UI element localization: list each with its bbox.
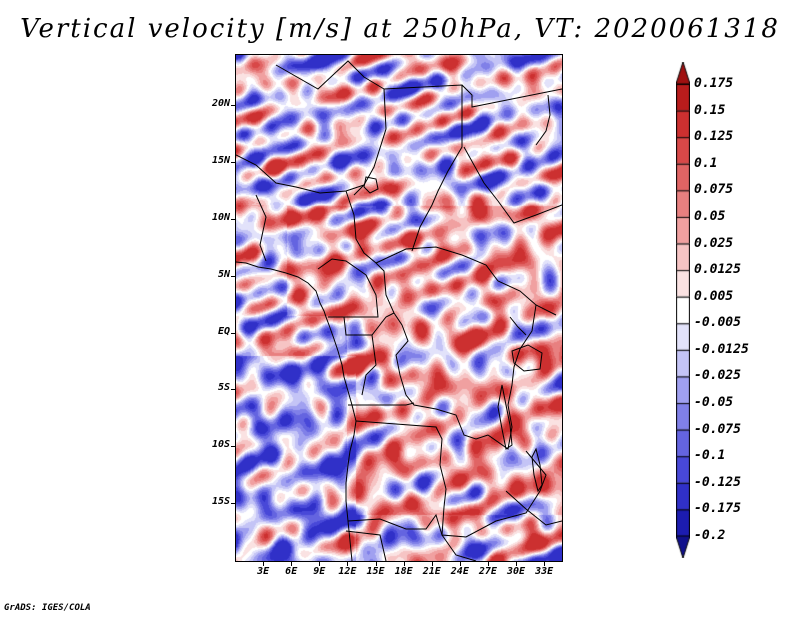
colorbar-label: -0.2 xyxy=(694,528,726,543)
colorbar-label: -0.005 xyxy=(694,315,741,331)
colorbar-label: -0.1 xyxy=(694,448,726,464)
lon-tick xyxy=(375,562,377,566)
lat-tick xyxy=(231,275,235,277)
colorbar-label: 0.15 xyxy=(694,102,726,118)
lon-tick-label: 30E xyxy=(507,566,526,577)
colorbar-label: 0.1 xyxy=(694,155,718,171)
colorbar-label: -0.025 xyxy=(694,368,741,384)
lat-tick-label: 10S xyxy=(211,439,230,451)
country-borders xyxy=(236,60,562,561)
lat-tick-label: EQ xyxy=(217,325,230,337)
border xyxy=(509,316,527,336)
colorbar-label: -0.0125 xyxy=(694,341,749,357)
lon-tick xyxy=(347,562,349,566)
border xyxy=(505,490,562,526)
lat-tick-label: 10N xyxy=(211,211,230,223)
lon-tick-label: 27E xyxy=(478,566,497,577)
border xyxy=(348,402,415,406)
lat-tick xyxy=(231,503,235,505)
colorbar xyxy=(676,62,690,558)
lon-tick xyxy=(291,562,293,566)
lon-tick xyxy=(431,562,433,566)
lon-tick-label: 18E xyxy=(394,566,413,577)
lake-tanganyika xyxy=(497,384,513,450)
credit-text: GrADS: IGES/COLA xyxy=(4,603,91,613)
lon-tick xyxy=(487,562,489,566)
border xyxy=(441,534,477,561)
border xyxy=(361,334,377,396)
border xyxy=(355,420,547,538)
lon-tick xyxy=(319,562,321,566)
lat-tick xyxy=(231,389,235,391)
border xyxy=(317,258,379,318)
border xyxy=(236,154,365,194)
lake-victoria xyxy=(511,344,543,372)
lat-tick-label: 5S xyxy=(217,382,230,394)
lon-tick xyxy=(544,562,546,566)
chart-title: Vertical velocity [m/s] at 250hPa, VT: 2… xyxy=(20,14,780,44)
lake-chad xyxy=(363,176,379,194)
lon-tick xyxy=(263,562,265,566)
lat-tick xyxy=(231,105,235,107)
border xyxy=(375,246,557,316)
lat-tick xyxy=(231,162,235,164)
colorbar-label: 0.025 xyxy=(694,235,734,251)
lon-tick-label: 6E xyxy=(285,566,298,577)
lat-tick-label: 5N xyxy=(217,268,230,280)
colorbar-label: 0.125 xyxy=(694,129,734,145)
coastline xyxy=(236,261,357,561)
border xyxy=(463,146,562,224)
border xyxy=(535,94,551,146)
border xyxy=(275,60,387,196)
lon-tick xyxy=(459,562,461,566)
border xyxy=(383,84,463,252)
colorbar-label: 0.0125 xyxy=(694,262,741,278)
border xyxy=(255,194,267,262)
lat-tick-label: 15S xyxy=(211,496,230,508)
lon-tick xyxy=(403,562,405,566)
lat-tick-label: 15N xyxy=(211,155,230,167)
border xyxy=(345,190,395,314)
lon-tick-label: 21E xyxy=(422,566,441,577)
lon-tick-label: 12E xyxy=(338,566,357,577)
border xyxy=(461,84,562,108)
colorbar-label: -0.175 xyxy=(694,501,741,517)
lon-tick-label: 33E xyxy=(535,566,554,577)
colorbar-label: -0.05 xyxy=(694,395,734,411)
border xyxy=(393,312,489,440)
lon-tick-label: 9E xyxy=(313,566,326,577)
vertical-velocity-field xyxy=(236,55,562,561)
map-panel xyxy=(235,54,563,562)
lat-tick xyxy=(231,218,235,220)
colorbar-label: 0.005 xyxy=(694,288,734,304)
colorbar-label: 0.175 xyxy=(694,76,734,91)
lat-tick xyxy=(231,446,235,448)
lon-tick-label: 15E xyxy=(366,566,385,577)
lake-malawi xyxy=(531,447,543,493)
colorbar-label: 0.05 xyxy=(694,208,726,224)
border xyxy=(487,304,537,450)
lon-tick xyxy=(516,562,518,566)
lon-tick-label: 3E xyxy=(257,566,270,577)
colorbar-label: -0.125 xyxy=(694,474,741,490)
lat-tick xyxy=(231,332,235,334)
colorbar-label: -0.075 xyxy=(694,421,741,437)
border xyxy=(343,312,395,336)
lon-tick-label: 24E xyxy=(450,566,469,577)
lat-tick-label: 20N xyxy=(211,98,230,110)
colorbar-label: 0.075 xyxy=(694,182,734,198)
border xyxy=(345,530,387,561)
border xyxy=(347,513,443,536)
